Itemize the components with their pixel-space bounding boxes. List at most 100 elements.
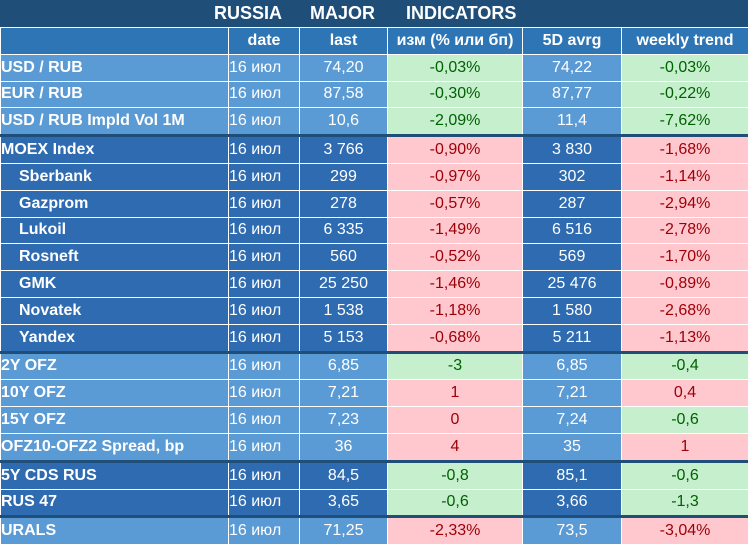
header-name [1,28,229,55]
five-day-average: 85,1 [523,461,622,489]
indicator-name: OFZ10-OFZ2 Spread, bp [1,433,229,461]
indicator-name: Rosneft [1,244,229,271]
five-day-average: 11,4 [523,108,622,136]
weekly-trend-value: -0,89% [622,271,748,298]
header-5d-average: 5D avrg [523,28,622,55]
indicator-name: Novatek [1,297,229,324]
indicator-name: Gazprom [1,190,229,217]
date-cell: 16 июл [229,380,300,407]
change-value: -0,90% [388,136,523,164]
weekly-trend-value: -0,6 [622,461,748,489]
change-value: 4 [388,433,523,461]
date-cell: 16 июл [229,136,300,164]
date-cell: 16 июл [229,190,300,217]
weekly-trend-value: 0,4 [622,380,748,407]
five-day-average: 6,85 [523,352,622,380]
last-value: 84,5 [300,461,388,489]
indicator-name: 5Y CDS RUS [1,461,229,489]
change-value: 1 [388,380,523,407]
weekly-trend-value: -1,68% [622,136,748,164]
last-value: 36 [300,433,388,461]
date-cell: 16 июл [229,297,300,324]
indicator-name: Yandex [1,324,229,352]
last-value: 7,23 [300,407,388,434]
five-day-average: 569 [523,244,622,271]
five-day-average: 1 580 [523,297,622,324]
five-day-average: 302 [523,163,622,190]
change-value: -0,8 [388,461,523,489]
indicator-name: 10Y OFZ [1,380,229,407]
last-value: 1 538 [300,297,388,324]
indicator-name: RUS 47 [1,489,229,517]
last-value: 560 [300,244,388,271]
last-value: 3 766 [300,136,388,164]
change-value: -0,52% [388,244,523,271]
weekly-trend-value: -7,62% [622,108,748,136]
indicator-name: URALS [1,517,229,545]
change-value: -0,57% [388,190,523,217]
indicator-name: EUR / RUB [1,81,229,108]
five-day-average: 3 830 [523,136,622,164]
five-day-average: 7,24 [523,407,622,434]
change-value: -1,18% [388,297,523,324]
five-day-average: 73,5 [523,517,622,545]
title-word-1: RUSSIA [214,0,282,27]
last-value: 5 153 [300,324,388,352]
date-cell: 16 июл [229,407,300,434]
five-day-average: 6 516 [523,217,622,244]
header-last: last [300,28,388,55]
indicator-name: USD / RUB Impld Vol 1M [1,108,229,136]
change-value: -1,46% [388,271,523,298]
change-value: -1,49% [388,217,523,244]
change-value: -2,33% [388,517,523,545]
weekly-trend-value: 1 [622,433,748,461]
date-cell: 16 июл [229,244,300,271]
date-cell: 16 июл [229,433,300,461]
date-cell: 16 июл [229,271,300,298]
date-cell: 16 июл [229,517,300,545]
weekly-trend-value: -0,4 [622,352,748,380]
last-value: 278 [300,190,388,217]
header-row: date last изм (% или бп) 5D avrg weekly … [1,28,748,55]
change-value: 0 [388,407,523,434]
five-day-average: 287 [523,190,622,217]
last-value: 10,6 [300,108,388,136]
weekly-trend-value: -0,6 [622,407,748,434]
last-value: 25 250 [300,271,388,298]
indicator-name: 15Y OFZ [1,407,229,434]
weekly-trend-value: -2,94% [622,190,748,217]
header-date: date [229,28,300,55]
indicators-table: date last изм (% или бп) 5D avrg weekly … [0,27,748,545]
five-day-average: 25 476 [523,271,622,298]
five-day-average: 74,22 [523,54,622,81]
weekly-trend-value: -2,68% [622,297,748,324]
last-value: 74,20 [300,54,388,81]
change-value: -0,68% [388,324,523,352]
date-cell: 16 июл [229,217,300,244]
indicator-name: MOEX Index [1,136,229,164]
indicator-name: Lukoil [1,217,229,244]
title-word-2: MAJOR [310,0,375,27]
indicator-name: 2Y OFZ [1,352,229,380]
five-day-average: 3,66 [523,489,622,517]
date-cell: 16 июл [229,352,300,380]
last-value: 299 [300,163,388,190]
last-value: 6,85 [300,352,388,380]
date-cell: 16 июл [229,54,300,81]
weekly-trend-value: -2,78% [622,217,748,244]
